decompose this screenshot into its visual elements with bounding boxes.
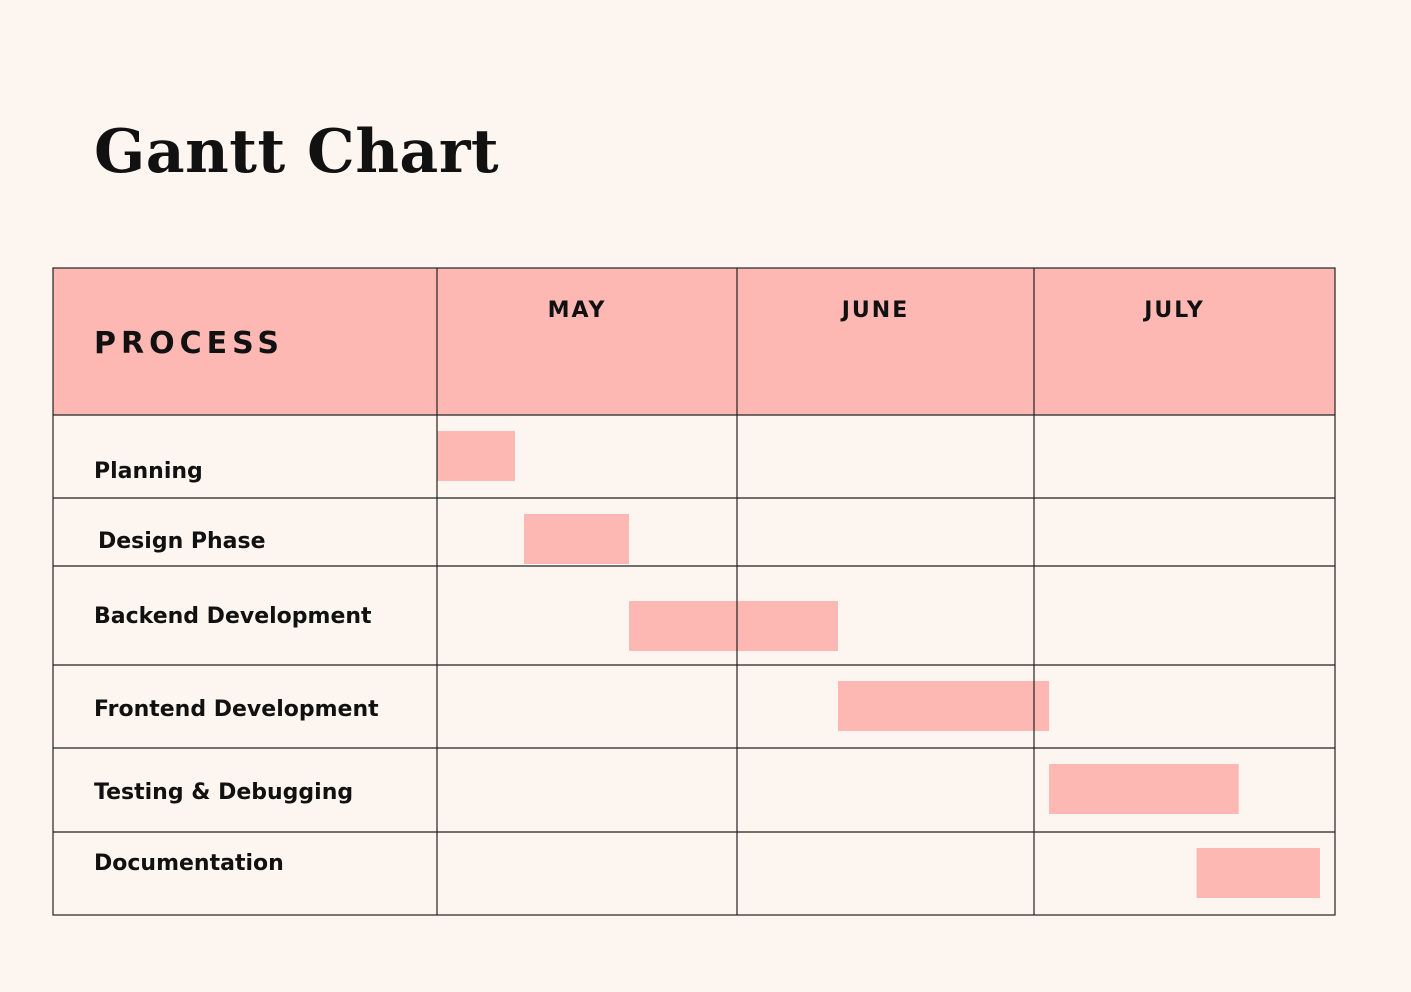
task-bar [1196,848,1320,898]
task-bar [629,601,838,651]
month-label-may: MAY [548,298,607,323]
process-header: PROCESS [94,326,284,361]
task-label: Testing & Debugging [94,780,353,805]
task-bar [1049,764,1239,814]
task-bar [437,431,515,481]
month-label-july: JULY [1142,298,1205,323]
table-border [52,267,1336,916]
task-label: Backend Development [94,604,372,629]
month-label-june: JUNE [840,298,910,323]
task-label: Planning [94,459,203,484]
task-bar [524,514,629,564]
task-label: Frontend Development [94,697,379,722]
chart-title: Gantt Chart [94,117,500,187]
task-label: Documentation [94,851,284,876]
task-bar [837,681,1050,731]
header-background [53,268,1335,415]
task-label: Design Phase [98,529,266,554]
